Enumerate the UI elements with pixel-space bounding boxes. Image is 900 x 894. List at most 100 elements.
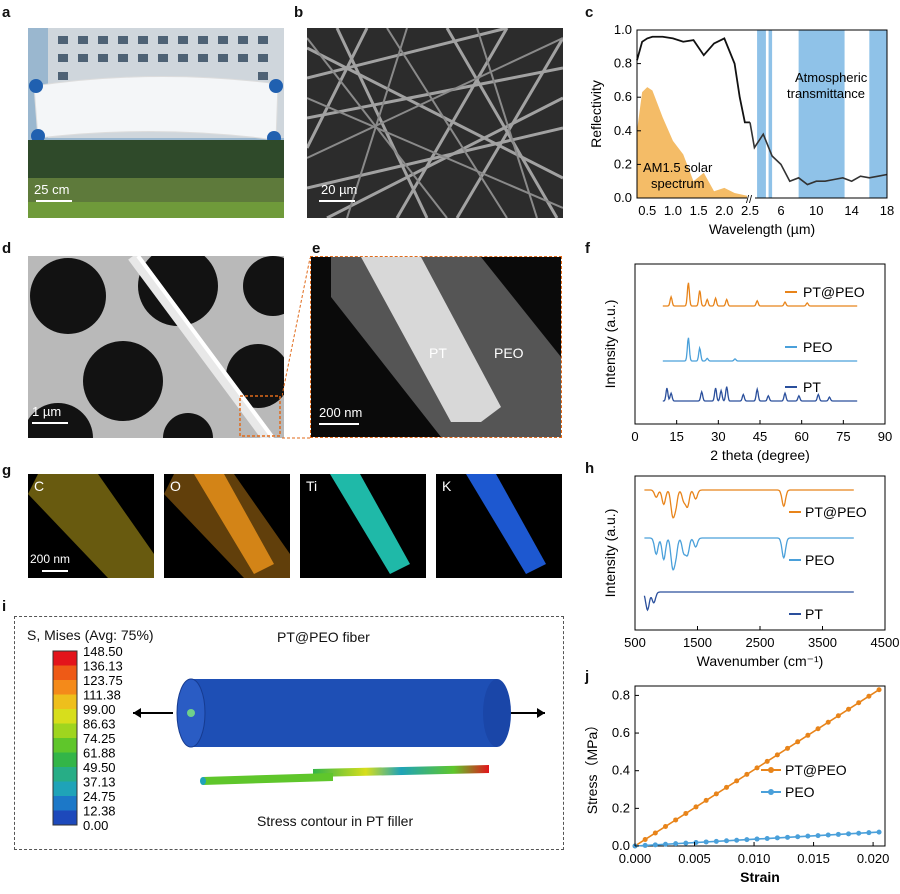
scale-text-e: 200 nm xyxy=(319,405,363,420)
xtick: 0.010 xyxy=(738,851,771,866)
data-point xyxy=(683,840,689,846)
contour-caption: Stress contour in PT filler xyxy=(257,813,414,829)
legend-value: 148.50 xyxy=(83,645,123,659)
xrd-series-PT@PEO xyxy=(662,282,858,307)
scale-text-a: 25 cm xyxy=(34,182,70,197)
xtick: 0 xyxy=(631,429,638,444)
data-point xyxy=(642,842,648,848)
panel-label-c: c xyxy=(585,4,594,21)
atmos-band-3 xyxy=(869,30,887,198)
xrd-series-PT xyxy=(662,386,858,402)
legend-marker xyxy=(768,789,774,795)
panel-label-g: g xyxy=(2,462,12,479)
atmos-band-2 xyxy=(798,30,845,198)
data-point xyxy=(744,771,750,777)
panel-label-h: h xyxy=(585,460,595,477)
y-axis-label: Reflectivity xyxy=(588,80,604,148)
data-point xyxy=(703,839,709,845)
sem-fibers-image: 20 µm xyxy=(307,28,563,218)
legend-title: S, Mises (Avg: 75%) xyxy=(27,627,154,643)
data-point xyxy=(856,700,862,706)
legend-color-band xyxy=(53,680,77,695)
data-point xyxy=(774,752,780,758)
ftir-series-PT xyxy=(643,591,854,612)
data-point xyxy=(744,837,750,843)
legend-value: 123.75 xyxy=(83,673,123,688)
atmos-band-1 xyxy=(768,30,773,198)
annotation-solar-1: AM1.5 solar xyxy=(643,160,713,175)
xtick: 1.5 xyxy=(690,203,708,218)
data-point xyxy=(795,834,801,840)
atmos-band-0 xyxy=(757,30,766,198)
y-axis-label: Intensity (a.u.) xyxy=(602,509,618,598)
legend-color-band xyxy=(53,752,77,767)
data-point xyxy=(652,842,658,848)
legend-color-band xyxy=(53,796,77,811)
ytick: 1.0 xyxy=(614,22,632,37)
xtick: 0.005 xyxy=(678,851,711,866)
data-point xyxy=(815,726,821,732)
ytick: 0.4 xyxy=(614,123,632,138)
eds-label-k: K xyxy=(442,478,452,494)
y-axis-label: Stress（MPa） xyxy=(585,718,600,814)
legend-label: PT xyxy=(803,379,821,395)
data-point xyxy=(683,810,689,816)
legend-value: 0.00 xyxy=(83,818,108,833)
legend-value: 111.38 xyxy=(83,688,121,703)
xtick: 2.5 xyxy=(741,203,759,218)
data-point xyxy=(785,834,791,840)
label-pt: PT xyxy=(429,345,447,361)
data-point xyxy=(825,719,831,725)
xtick: 2.0 xyxy=(715,203,733,218)
data-point xyxy=(673,841,679,847)
legend-color-band xyxy=(53,651,77,666)
panel-label-d: d xyxy=(2,240,12,257)
legend-label: PT@PEO xyxy=(785,762,847,778)
xtick: 90 xyxy=(878,429,892,444)
scale-bar-e xyxy=(319,423,359,425)
data-point xyxy=(805,732,811,738)
data-point xyxy=(663,823,669,829)
legend-value: 12.38 xyxy=(83,804,116,819)
data-point xyxy=(754,765,760,771)
xtick: 15 xyxy=(669,429,683,444)
panel-label-j: j xyxy=(585,668,590,685)
legend-marker xyxy=(768,767,774,773)
legend-label: PT@PEO xyxy=(803,284,865,300)
eds-label-ti: Ti xyxy=(306,478,318,494)
data-point xyxy=(713,838,719,844)
tem-zoom-svg xyxy=(311,257,561,437)
legend-value: 24.75 xyxy=(83,789,116,804)
legend-color-band xyxy=(53,709,77,724)
legend-value: 37.13 xyxy=(83,775,116,790)
eds-label-o: O xyxy=(170,478,181,494)
legend-label: PT xyxy=(805,606,823,622)
reflectivity-line-vis xyxy=(636,35,750,124)
legend-label: PT@PEO xyxy=(805,504,867,520)
data-point xyxy=(703,797,709,803)
ytick: 0.2 xyxy=(614,156,632,171)
data-point xyxy=(846,706,852,712)
xtick: 3500 xyxy=(808,635,837,650)
data-point xyxy=(642,836,648,842)
ytick: 0.4 xyxy=(612,763,630,778)
axes-frame xyxy=(636,29,888,199)
data-point xyxy=(734,778,740,784)
legend-color-band xyxy=(53,723,77,738)
xtick: 0.015 xyxy=(797,851,830,866)
data-point xyxy=(856,830,862,836)
xtick: 14 xyxy=(844,203,858,218)
data-point xyxy=(835,831,841,837)
ytick: 0.6 xyxy=(614,89,632,104)
scale-bar-g xyxy=(42,570,68,572)
xtick: 10 xyxy=(809,203,823,218)
data-point xyxy=(825,832,831,838)
scale-text-b: 20 µm xyxy=(321,182,358,197)
ytick: 0.2 xyxy=(612,800,630,815)
legend-label: PEO xyxy=(785,784,815,800)
xtick: 6 xyxy=(777,203,784,218)
data-point xyxy=(764,758,770,764)
eds-label-c: C xyxy=(34,478,45,494)
legend-color-band xyxy=(53,665,77,680)
ytick: 0.6 xyxy=(612,725,630,740)
